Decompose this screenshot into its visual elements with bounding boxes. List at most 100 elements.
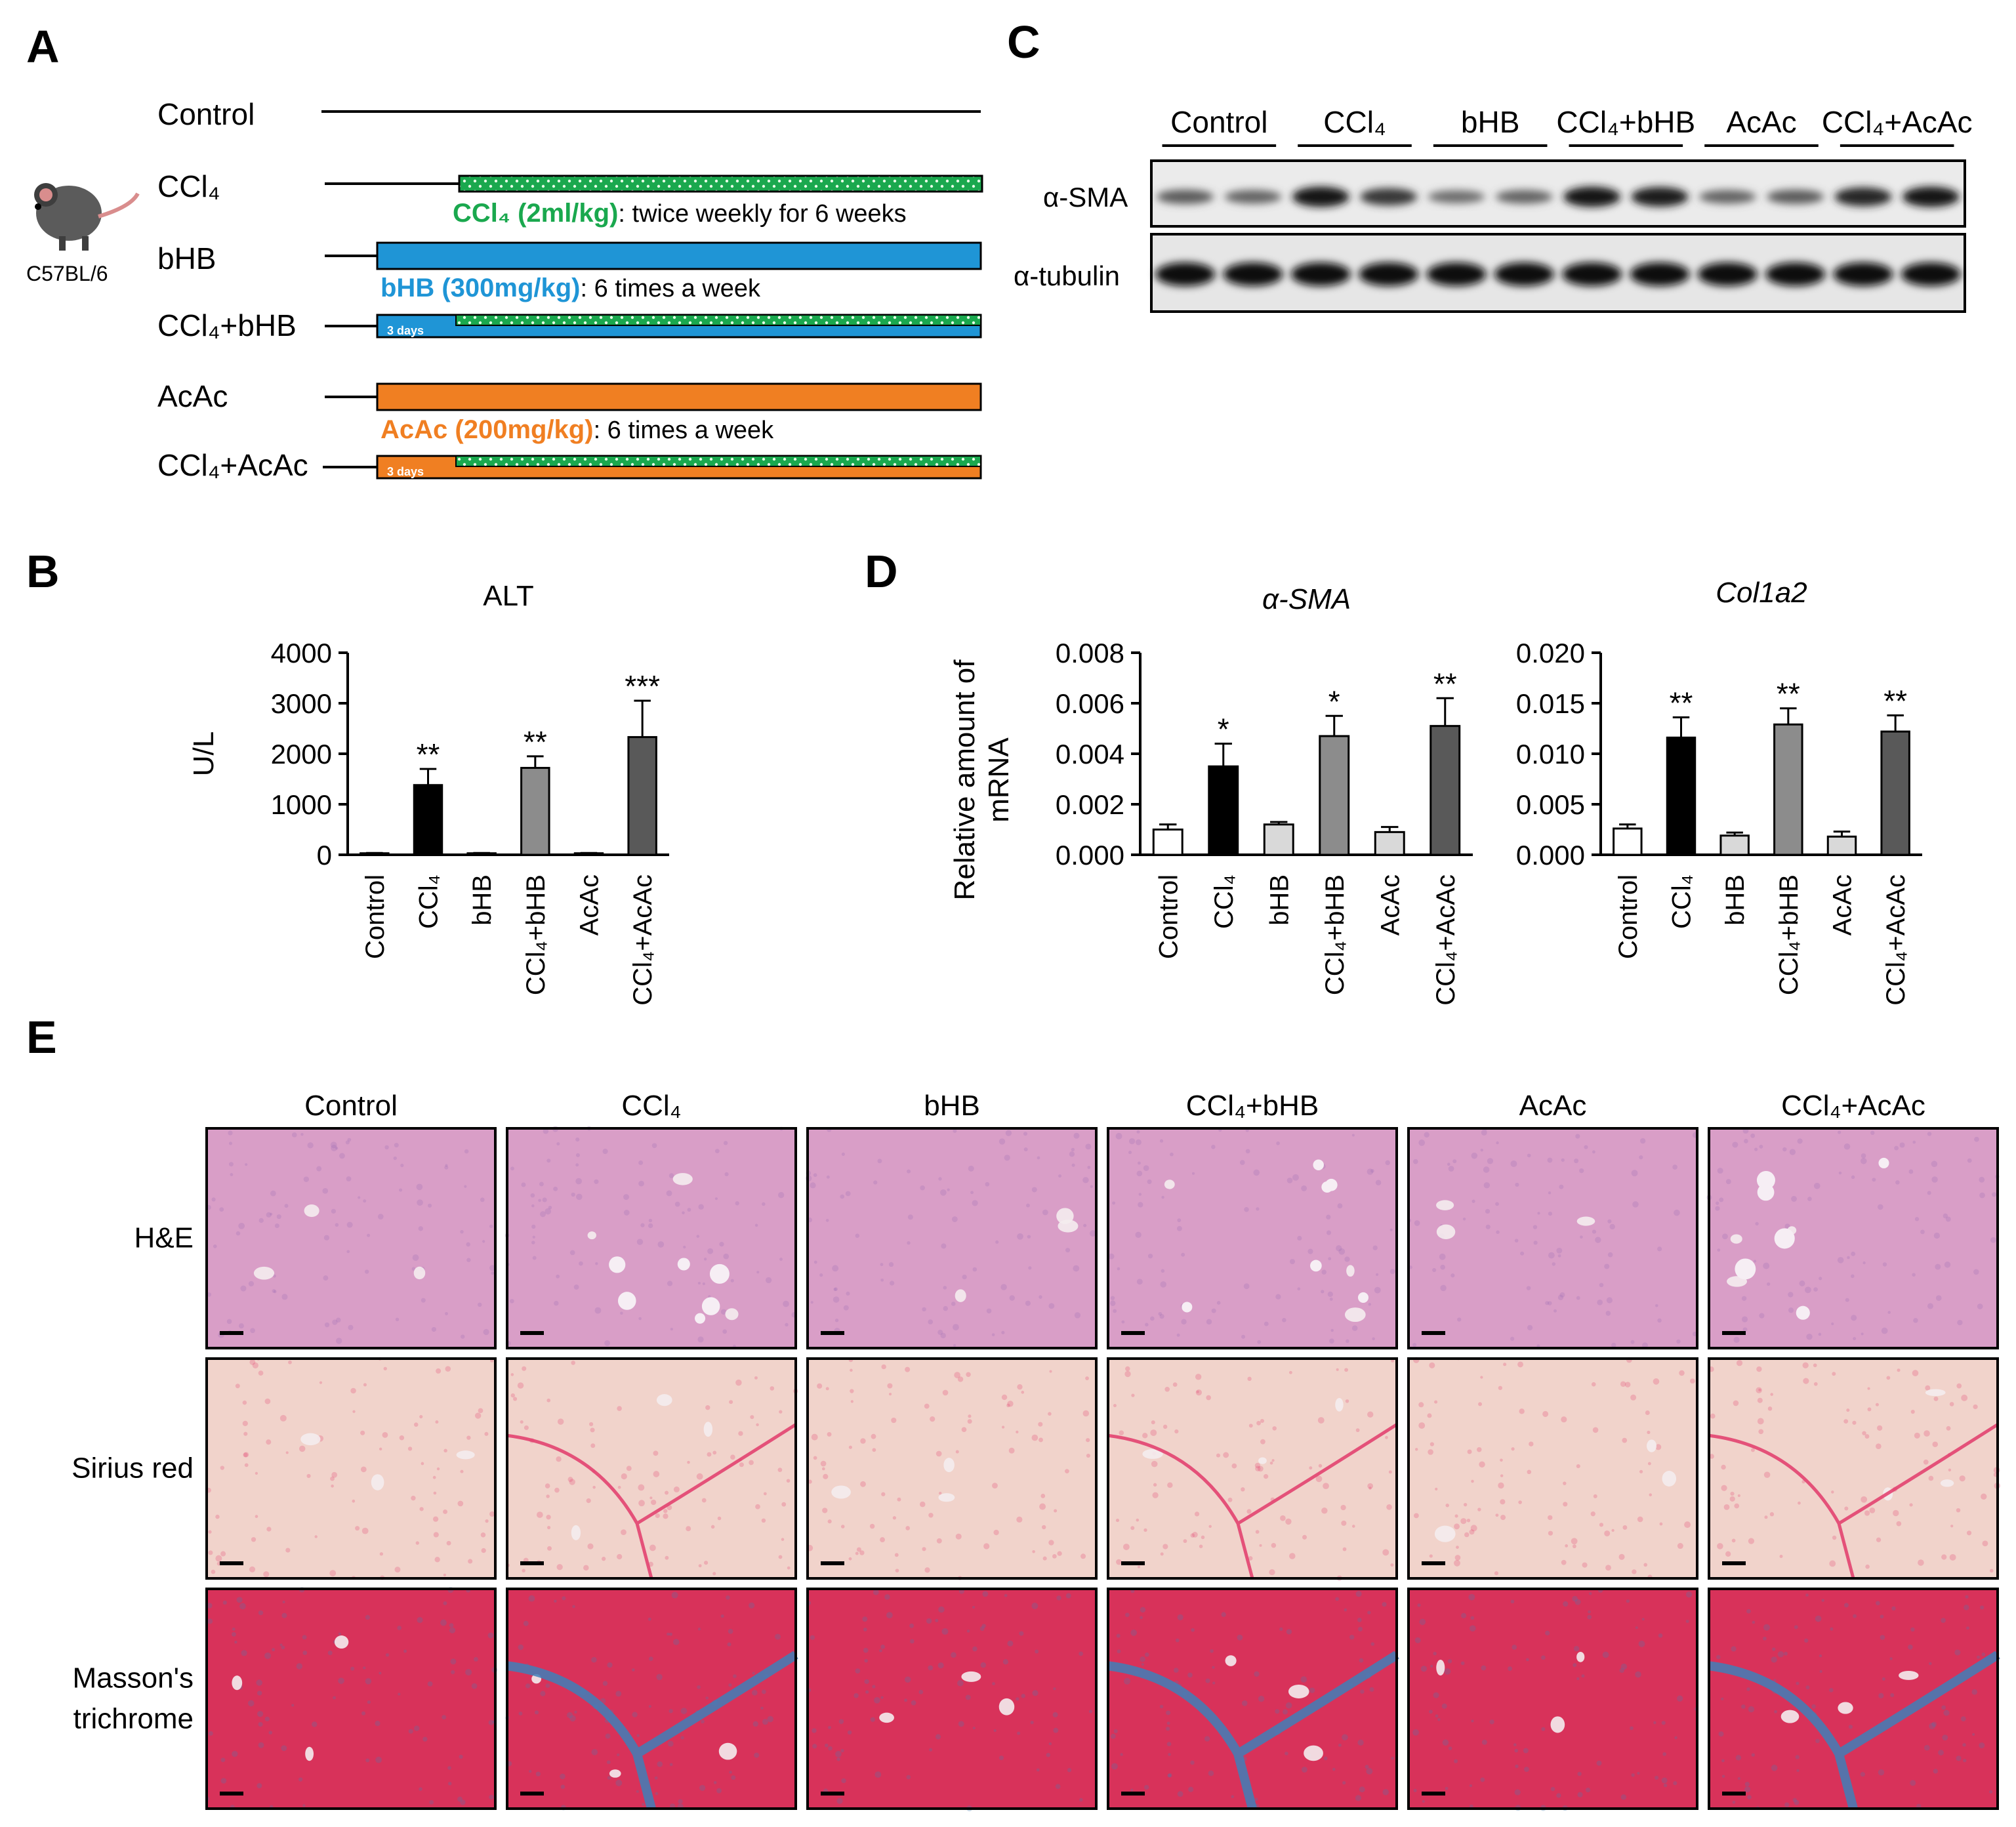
tissue-speck bbox=[1619, 1668, 1624, 1673]
tissue-speck bbox=[1576, 1296, 1580, 1300]
tissue-speck bbox=[207, 1603, 213, 1609]
tissue-speck bbox=[669, 1763, 673, 1767]
tissue-speck bbox=[953, 1324, 959, 1331]
tissue-speck bbox=[761, 1689, 766, 1694]
tissue-speck bbox=[1861, 1158, 1867, 1164]
histology-image bbox=[806, 1357, 1098, 1581]
tissue-speck bbox=[972, 1606, 976, 1609]
tissue-speck bbox=[1674, 1209, 1680, 1216]
tissue-speck bbox=[1052, 1553, 1057, 1559]
tissue-speck bbox=[266, 1439, 272, 1445]
tissue-speck bbox=[943, 1305, 948, 1311]
tissue-speck bbox=[1676, 1695, 1683, 1702]
tissue-speck bbox=[460, 1799, 466, 1805]
vessel bbox=[571, 1525, 581, 1540]
y-tick-label: 3000 bbox=[271, 688, 332, 719]
tissue-speck bbox=[556, 1564, 563, 1570]
tissue-speck bbox=[1435, 1487, 1438, 1491]
tissue-speck bbox=[810, 1301, 813, 1304]
tissue-speck bbox=[767, 1715, 773, 1723]
tissue-speck bbox=[1526, 1658, 1529, 1662]
tissue-speck bbox=[1815, 1738, 1820, 1744]
y-axis-label: Relative amount of bbox=[949, 659, 981, 901]
tissue-speck bbox=[257, 1691, 262, 1696]
tissue-speck bbox=[1065, 1469, 1069, 1473]
tissue-speck bbox=[680, 1708, 688, 1714]
tissue-speck bbox=[571, 1361, 576, 1365]
tissue-speck bbox=[1221, 1612, 1226, 1617]
tissue-speck bbox=[833, 1296, 840, 1303]
tissue-speck bbox=[471, 1683, 478, 1689]
tissue-speck bbox=[819, 1273, 823, 1277]
tissue-speck bbox=[1511, 1447, 1515, 1451]
tissue-speck bbox=[244, 1463, 249, 1468]
tissue-speck bbox=[1130, 1788, 1134, 1792]
tissue-speck bbox=[1982, 1540, 1988, 1547]
vessel bbox=[1164, 1180, 1175, 1189]
tissue-speck bbox=[1674, 1736, 1677, 1740]
tissue-speck bbox=[419, 1507, 424, 1511]
tissue-speck bbox=[1754, 1147, 1758, 1151]
tissue-speck bbox=[1876, 1601, 1880, 1606]
tissue-speck bbox=[346, 1250, 350, 1254]
histology-image-border bbox=[506, 1588, 797, 1810]
tissue-speck bbox=[937, 1662, 944, 1669]
tissue-speck bbox=[653, 1450, 659, 1456]
tissue-speck bbox=[602, 1149, 608, 1155]
tissue-speck bbox=[327, 1651, 333, 1656]
tissue-speck bbox=[245, 1163, 248, 1166]
tissue-speck bbox=[1784, 1651, 1788, 1656]
tissue-speck bbox=[1838, 1171, 1842, 1175]
tissue-speck bbox=[411, 1267, 416, 1271]
tissue-speck bbox=[256, 1679, 262, 1686]
x-tick-label: bHB bbox=[1265, 874, 1294, 926]
tissue-speck bbox=[263, 1571, 270, 1578]
tissue-speck bbox=[1323, 1483, 1329, 1490]
y-tick-label: 0.002 bbox=[1056, 789, 1124, 820]
tissue-speck bbox=[955, 1450, 959, 1454]
tissue-speck bbox=[241, 1650, 247, 1656]
tissue-speck bbox=[1317, 1417, 1325, 1424]
tissue-speck bbox=[1639, 1138, 1646, 1144]
tissue-speck bbox=[1385, 1435, 1388, 1439]
vessel bbox=[1780, 1710, 1800, 1723]
tissue-speck bbox=[1480, 1376, 1483, 1379]
tissue-speck bbox=[1928, 1475, 1934, 1481]
tissue-speck bbox=[1177, 1614, 1183, 1620]
tissue-speck bbox=[230, 1173, 234, 1176]
tissue-speck bbox=[1187, 1672, 1193, 1678]
tissue-speck bbox=[1831, 1490, 1834, 1494]
tissue-speck bbox=[638, 1500, 645, 1507]
tissue-speck bbox=[1941, 1705, 1946, 1710]
tissue-speck bbox=[1256, 1207, 1260, 1211]
histology-image-bg bbox=[1108, 1359, 1397, 1578]
tissue-speck bbox=[243, 1431, 248, 1436]
tissue-speck bbox=[273, 1290, 277, 1294]
tissue-speck bbox=[872, 1448, 876, 1452]
significance-mark: ** bbox=[524, 725, 547, 759]
tissue-speck bbox=[1448, 1166, 1454, 1172]
tissue-speck bbox=[1759, 1145, 1763, 1149]
panel-letter-d: D bbox=[865, 546, 898, 597]
tissue-speck bbox=[1514, 1239, 1519, 1242]
tissue-speck bbox=[367, 1233, 371, 1237]
tissue-speck bbox=[1605, 1311, 1611, 1316]
x-tick-label: CCl₄+bHB bbox=[522, 874, 550, 995]
tissue-speck bbox=[1508, 1666, 1513, 1672]
y-tick-label: 0.006 bbox=[1056, 688, 1124, 719]
tissue-speck bbox=[1412, 1343, 1417, 1347]
tissue-speck bbox=[433, 1532, 439, 1538]
tissue-speck bbox=[1847, 1256, 1850, 1260]
tissue-speck bbox=[1196, 1390, 1199, 1393]
tissue-speck bbox=[657, 1241, 665, 1248]
scale-bar bbox=[821, 1331, 844, 1335]
bar bbox=[627, 736, 657, 856]
tissue-speck bbox=[1016, 1430, 1019, 1434]
tissue-speck bbox=[835, 1751, 842, 1757]
tissue-speck bbox=[518, 1712, 523, 1716]
tissue-speck bbox=[1845, 1298, 1849, 1302]
tissue-speck bbox=[730, 1279, 734, 1283]
vacuole bbox=[1313, 1159, 1324, 1170]
tissue-speck bbox=[1471, 1719, 1474, 1723]
tissue-speck bbox=[1000, 1284, 1007, 1290]
